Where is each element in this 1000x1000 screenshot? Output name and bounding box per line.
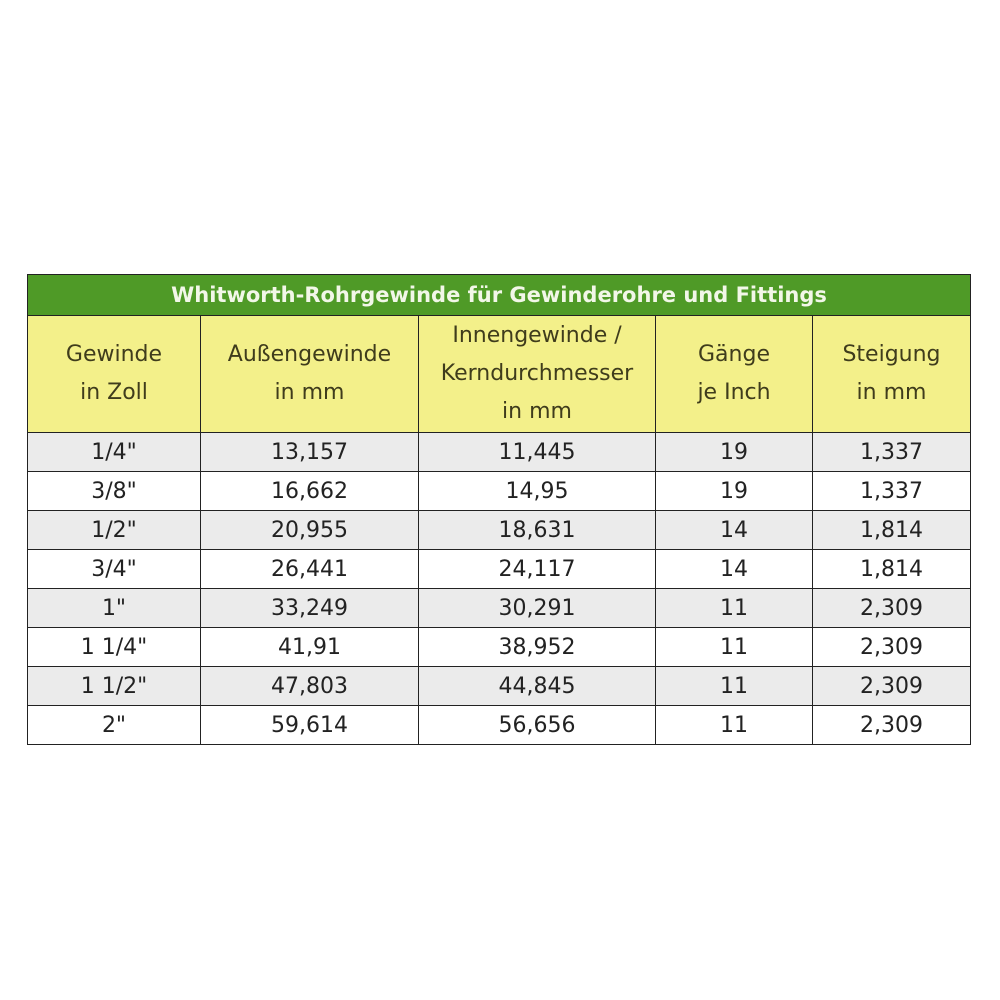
table-cell: 33,249 bbox=[200, 588, 419, 628]
table-cell: 2,309 bbox=[811, 627, 972, 667]
column-header: Gewinde in Zoll bbox=[27, 315, 201, 433]
table-title: Whitworth-Rohrgewinde für Gewinderohre u… bbox=[26, 274, 972, 316]
table-cell: 14 bbox=[655, 549, 813, 589]
table-cell: 20,955 bbox=[200, 510, 419, 550]
table-cell: 1,814 bbox=[811, 510, 972, 550]
table-row: 1 1/2" 47,803 44,845 11 2,309 bbox=[27, 666, 972, 706]
table-row: 1/4" 13,157 11,445 19 1,337 bbox=[27, 432, 972, 472]
table-cell: 2,309 bbox=[811, 588, 972, 628]
table-cell: 41,91 bbox=[200, 627, 419, 667]
table-cell: 18,631 bbox=[418, 510, 656, 550]
table-cell: 24,117 bbox=[418, 549, 656, 589]
table-cell: 3/4" bbox=[27, 549, 201, 589]
table-cell: 30,291 bbox=[418, 588, 656, 628]
column-header-line: Gewinde bbox=[65, 342, 163, 367]
column-header: Innengewinde / Kerndurchmesser in mm bbox=[418, 315, 656, 433]
table-cell: 11 bbox=[655, 666, 813, 706]
table-cell: 1,337 bbox=[811, 432, 972, 472]
table-cell: 44,845 bbox=[418, 666, 656, 706]
thread-table: Whitworth-Rohrgewinde für Gewinderohre u… bbox=[26, 274, 972, 745]
column-header-line: Kerndurchmesser bbox=[440, 361, 634, 386]
table-cell: 11 bbox=[655, 705, 813, 745]
table-cell: 14,95 bbox=[418, 471, 656, 511]
table-cell: 11 bbox=[655, 588, 813, 628]
table-cell: 1 1/4" bbox=[27, 627, 201, 667]
table-cell: 1 1/2" bbox=[27, 666, 201, 706]
table-cell: 59,614 bbox=[200, 705, 419, 745]
table-cell: 1,814 bbox=[811, 549, 972, 589]
table-row: 3/8" 16,662 14,95 19 1,337 bbox=[27, 471, 972, 511]
table-cell: 1/2" bbox=[27, 510, 201, 550]
table-cell: 13,157 bbox=[200, 432, 419, 472]
table-cell: 11 bbox=[655, 627, 813, 667]
column-header: Gänge je Inch bbox=[655, 315, 813, 433]
table-row: 3/4" 26,441 24,117 14 1,814 bbox=[27, 549, 972, 589]
table-row: 2" 59,614 56,656 11 2,309 bbox=[27, 705, 972, 745]
table-cell: 47,803 bbox=[200, 666, 419, 706]
table-cell: 1" bbox=[27, 588, 201, 628]
table-cell: 19 bbox=[655, 471, 813, 511]
table-row: 1/2" 20,955 18,631 14 1,814 bbox=[27, 510, 972, 550]
table-cell: 56,656 bbox=[418, 705, 656, 745]
table-body: 1/4" 13,157 11,445 19 1,337 3/8" 16,662 14,95 19… bbox=[27, 432, 972, 745]
column-header-line: in Zoll bbox=[80, 380, 148, 405]
table-cell: 1/4" bbox=[27, 432, 201, 472]
table-cell: 1,337 bbox=[811, 471, 972, 511]
table-cell: 11,445 bbox=[418, 432, 656, 472]
column-header-line: in mm bbox=[856, 380, 927, 405]
table-cell: 16,662 bbox=[200, 471, 419, 511]
table-cell: 2,309 bbox=[811, 705, 972, 745]
column-header-line: Gänge bbox=[698, 342, 770, 367]
table-cell: 19 bbox=[655, 432, 813, 472]
table-cell: 2" bbox=[27, 705, 201, 745]
column-header-line: in mm bbox=[274, 380, 345, 405]
table-cell: 26,441 bbox=[200, 549, 419, 589]
column-header-line: Außengewinde bbox=[227, 342, 392, 367]
header-row: Gewinde in Zoll Außengewinde in mm Innengewi… bbox=[27, 315, 972, 433]
table-row: 1" 33,249 30,291 11 2,309 bbox=[27, 588, 972, 628]
column-header-line: in mm bbox=[502, 399, 572, 424]
table-cell: 14 bbox=[655, 510, 813, 550]
column-header-line: je Inch bbox=[697, 380, 771, 405]
table-cell: 2,309 bbox=[811, 666, 972, 706]
table-cell: 3/8" bbox=[27, 471, 201, 511]
column-header-line: Steigung bbox=[842, 342, 941, 367]
column-header: Steigung in mm bbox=[811, 315, 972, 433]
table-row: 1 1/4" 41,91 38,952 11 2,309 bbox=[27, 627, 972, 667]
column-header: Außengewinde in mm bbox=[200, 315, 419, 433]
table-cell: 38,952 bbox=[418, 627, 656, 667]
column-header-line: Innengewinde / bbox=[452, 323, 622, 348]
